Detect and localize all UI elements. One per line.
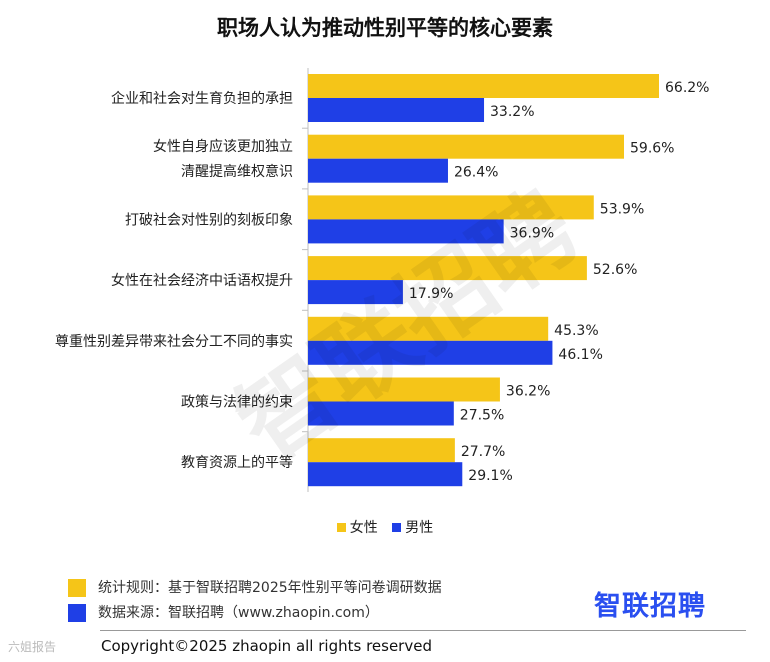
category-label-1-1: 清醒提高维权意识 [181,163,293,180]
bar-female-1 [308,134,625,159]
note-data-source: 数据来源：智联招聘（www.zhaopin.com） [68,602,379,622]
corner-mark: 六姐报告 [8,640,57,654]
bar-male-2 [308,219,504,244]
legend-item-female: 女性 [336,517,378,537]
bar-female-5 [308,377,500,402]
value-label-male-2: 36.9% [510,225,554,241]
bar-female-2 [308,195,594,220]
value-label-female-2: 53.9% [600,201,644,217]
brand-logo: 智联招聘 [594,591,706,622]
category-label-2-0: 打破社会对性别的刻板印象 [125,211,293,228]
value-label-male-0: 33.2% [490,104,534,120]
value-label-male-4: 46.1% [558,347,602,363]
chart-title: 职场人认为推动性别平等的核心要素 [217,16,553,40]
legend-swatch-male [392,523,402,532]
value-label-female-3: 52.6% [593,262,637,278]
category-label-4-0: 尊重性别差异带来社会分工不同的事实 [55,333,293,350]
value-label-male-3: 17.9% [409,286,453,302]
bar-male-5 [308,401,454,426]
bar-female-0 [308,74,659,98]
note-text-data-source: 数据来源：智联招聘（www.zhaopin.com） [98,605,379,621]
note-swatch-yellow [68,579,86,597]
value-label-female-0: 66.2% [665,80,709,96]
value-label-female-4: 45.3% [554,323,598,339]
bar-male-4 [308,340,553,365]
legend-label-male: 男性 [405,520,434,536]
category-label-3-0: 女性在社会经济中话语权提升 [111,272,293,289]
legend: 女性 男性 [0,517,770,537]
footer-divider [100,630,746,631]
note-swatch-blue [68,604,86,622]
legend-swatch-female [336,523,346,532]
note-text-stat-rule: 统计规则：基于智联招聘2025年性别平等问卷调研数据 [98,580,442,596]
value-label-female-5: 36.2% [506,384,550,400]
bar-male-0 [308,98,485,122]
bar-female-6 [308,438,455,463]
note-stat-rule: 统计规则：基于智联招聘2025年性别平等问卷调研数据 [68,577,442,597]
value-label-female-1: 59.6% [630,141,674,157]
value-label-male-5: 27.5% [460,408,504,424]
value-label-male-6: 29.1% [468,468,512,484]
legend-label-female: 女性 [349,520,378,536]
bar-male-6 [308,462,463,487]
legend-item-male: 男性 [392,517,433,537]
bar-male-3 [308,280,403,305]
category-label-6-0: 教育资源上的平等 [181,454,293,471]
category-label-5-0: 政策与法律的约束 [181,394,293,411]
copyright-text: Copyright©2025 zhaopin all rights reserv… [101,637,432,655]
value-label-male-1: 26.4% [454,165,498,181]
category-label-0-0: 企业和社会对生育负担的承担 [111,90,293,107]
value-label-female-6: 27.7% [461,444,505,460]
bar-female-3 [308,256,587,281]
bar-female-4 [308,316,549,341]
bar-male-1 [308,158,448,183]
category-label-1-0: 女性自身应该更加独立 [153,138,293,155]
bar-chart: 企业和社会对生育负担的承担 66.2% 33.2% 女性自身应该更加独立清醒提高维权意… [55,68,709,492]
